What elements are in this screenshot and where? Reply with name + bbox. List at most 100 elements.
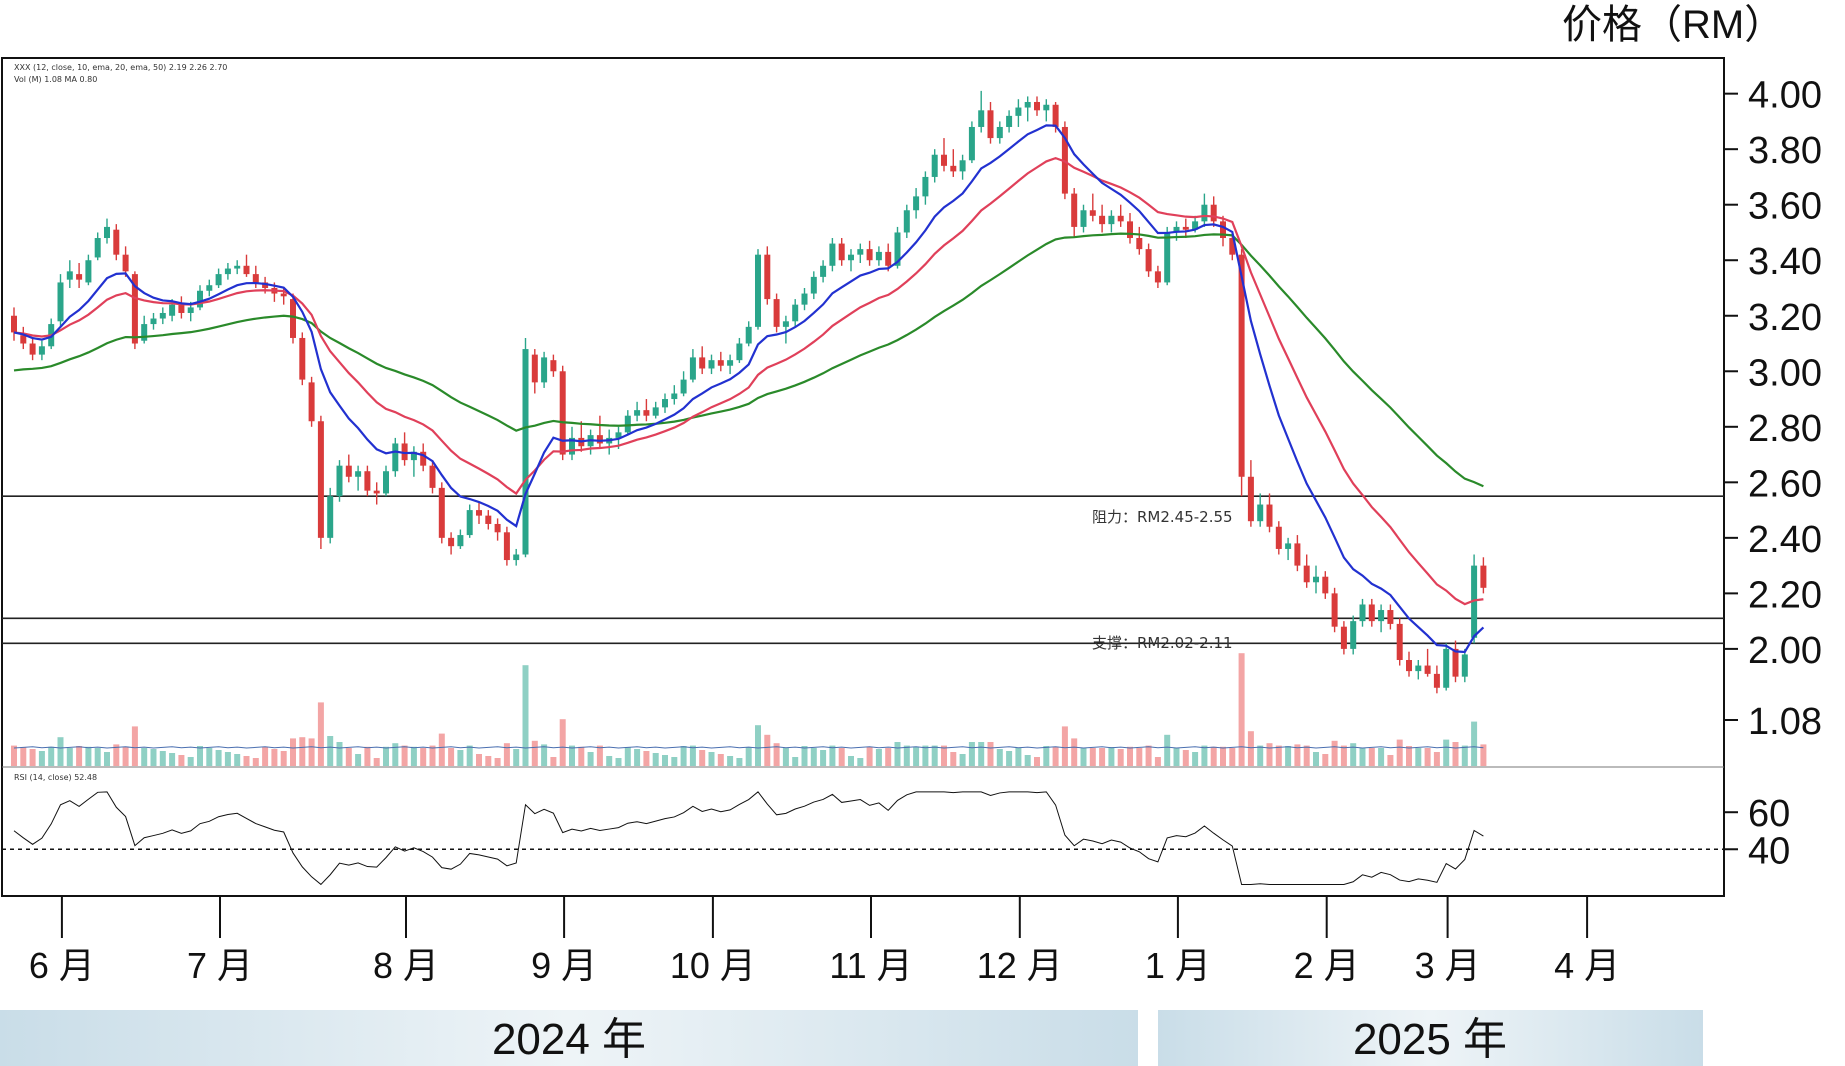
candle-body [364, 471, 371, 491]
candle-body [262, 282, 269, 288]
candle-body [866, 249, 873, 261]
month-axis: 6 月 7 月 8 月 9 月 10 月 11 月 12 月 1 月 2 月 3 月 4 月 [29, 896, 1620, 986]
price-tick-label: 2.80 [1748, 408, 1822, 450]
volume-bar [1461, 745, 1468, 766]
volume-bar [764, 734, 771, 766]
volume-bar [773, 743, 780, 766]
candle-body [1089, 210, 1096, 216]
candle-body [857, 249, 864, 255]
volume-ma-line [13, 746, 1484, 749]
volume-bar [141, 748, 148, 766]
volume-bar [1006, 751, 1013, 766]
candle-body [104, 226, 110, 239]
candle-body [903, 210, 910, 233]
volume-bar [159, 751, 166, 766]
volume-bar [38, 751, 45, 766]
price-axis-ticks: 4.00 3.80 3.60 3.40 3.20 3.00 2.80 2.60 2.40 2.20… [1724, 75, 1822, 672]
candle-body [1266, 504, 1273, 527]
candle-body [429, 465, 436, 488]
volume-bar [224, 752, 231, 766]
volume-bar [782, 748, 789, 766]
volume-legend: Vol (M) 1.08 MA 0.80 [14, 75, 97, 84]
month-label: 12 月 [977, 945, 1063, 986]
volume-bar [531, 740, 538, 766]
month-label: 6 月 [29, 945, 95, 986]
volume-tick-label: 1.08 [1748, 701, 1822, 743]
volume-bar [1229, 748, 1236, 766]
volume-bar [308, 738, 315, 766]
candle-body [652, 407, 659, 416]
candle-body [234, 265, 241, 269]
volume-bar [1415, 748, 1422, 766]
volume-bar [522, 665, 529, 766]
month-label: 11 月 [829, 945, 912, 986]
volume-bar [866, 747, 873, 766]
volume-bar [1099, 748, 1106, 766]
candle-body [643, 410, 650, 416]
year-label-2025: 2025 年 [1353, 1015, 1507, 1064]
candle-body [1340, 626, 1347, 649]
volume-bar [810, 748, 817, 766]
volume-bar [931, 745, 938, 766]
candle-body [448, 537, 455, 547]
rsi-tick-label: 40 [1748, 830, 1790, 872]
candle-body [1396, 623, 1403, 660]
candle-body [280, 293, 287, 297]
candle-body [1108, 215, 1115, 225]
price-axis-label: 价格（RM） [1562, 3, 1784, 47]
month-label: 9 月 [531, 945, 597, 986]
candle-body [550, 360, 557, 372]
volume-bar [671, 757, 678, 766]
volume-bar [978, 742, 985, 766]
volume-bar [1424, 748, 1431, 766]
candle-body [1043, 104, 1050, 111]
candle-body [689, 357, 696, 380]
candle-body [345, 465, 352, 477]
year-band-2025 [1158, 1010, 1703, 1066]
candle-body [1368, 604, 1375, 622]
volume-bar [503, 743, 510, 766]
candle-body [187, 307, 194, 313]
candle-body [1378, 610, 1385, 622]
candle-body [848, 254, 854, 261]
candle-body [541, 357, 548, 383]
candle-body [336, 465, 343, 497]
candle-body [801, 293, 808, 305]
candle-body [1331, 593, 1338, 627]
volume-bar [29, 749, 36, 766]
volume-bar [550, 757, 557, 766]
volume-bar [987, 742, 994, 766]
candle-body [959, 160, 966, 172]
candle-body [1294, 543, 1301, 566]
volume-bar [652, 753, 659, 766]
volume-bar [1303, 745, 1310, 766]
candle-body [727, 360, 734, 366]
volume-bar [262, 747, 269, 766]
volume-bar [717, 754, 724, 766]
volume-bar [922, 745, 929, 766]
candle-body [931, 154, 938, 177]
volume-bar [1061, 726, 1068, 766]
candle-body [355, 471, 362, 477]
volume-bar [1471, 721, 1478, 766]
volume-bar [587, 752, 594, 766]
candle-body [1061, 126, 1068, 194]
month-label: 10 月 [670, 945, 756, 986]
candle-body [680, 379, 687, 394]
month-label: 3 月 [1415, 945, 1481, 986]
candle-body [392, 443, 399, 472]
volume-bar [857, 758, 864, 766]
ema-20-line [13, 156, 1484, 606]
volume-bar [1452, 742, 1459, 766]
volume-bar [1238, 653, 1245, 766]
volume-bar [438, 733, 445, 766]
moving-average-lines [13, 124, 1485, 654]
candle-body [1201, 204, 1208, 222]
candle-body [169, 304, 176, 316]
candle-body [85, 260, 92, 283]
volume-bar [1406, 746, 1412, 766]
candle-body [1136, 238, 1143, 250]
volume-bar [1043, 746, 1050, 766]
candle-body [476, 510, 482, 516]
candle-body [736, 343, 743, 361]
